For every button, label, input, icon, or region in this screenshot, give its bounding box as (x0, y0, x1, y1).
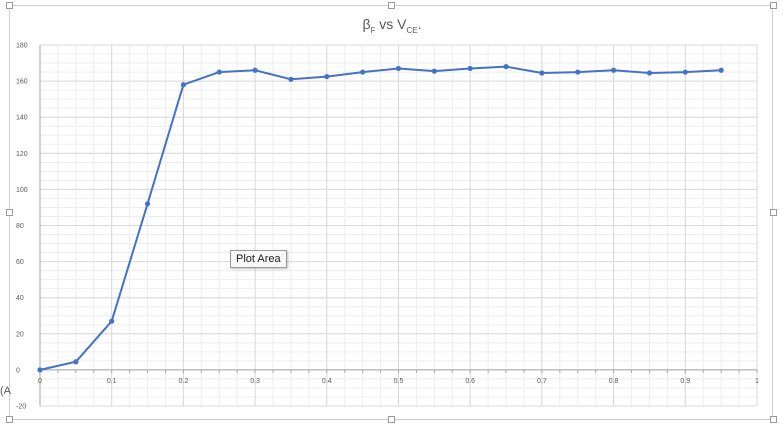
data-point (109, 318, 115, 324)
y-tick-label: 100 (16, 187, 28, 194)
resize-handle-top-left[interactable] (6, 2, 13, 9)
x-tick-label: 0.4 (322, 378, 332, 385)
data-point (252, 67, 258, 73)
x-tick-label: 0.3 (250, 378, 260, 385)
data-point (360, 69, 366, 75)
y-tick-label: 180 (16, 43, 28, 50)
data-point (144, 201, 151, 207)
y-tick-label: -20 (16, 404, 26, 411)
data-point (611, 67, 617, 73)
y-tick-label: 160 (16, 79, 28, 86)
edge-label: (A (0, 385, 11, 397)
title-vs-v: vs V (375, 16, 407, 32)
x-tick-label: 0.6 (465, 378, 475, 385)
plot-area-tooltip: Plot Area (230, 250, 287, 268)
data-point (431, 68, 437, 74)
chart-title[interactable]: βF vs VCE. (0, 16, 784, 35)
resize-handle-bottom-center[interactable] (388, 416, 395, 423)
resize-handle-middle-left[interactable] (6, 209, 13, 216)
resize-handle-middle-right[interactable] (770, 209, 777, 216)
data-point (467, 65, 473, 72)
series-line (39, 65, 722, 371)
data-point (395, 65, 402, 72)
data-point (73, 359, 79, 365)
x-tick-label: 0.2 (179, 378, 189, 385)
resize-handle-bottom-right[interactable] (770, 416, 777, 423)
y-tick-label: 140 (16, 115, 28, 122)
data-point (646, 70, 653, 76)
data-point (718, 67, 724, 73)
x-tick-label: 0.9 (680, 378, 690, 385)
resize-handle-top-right[interactable] (770, 2, 777, 9)
chart-frame[interactable] (9, 5, 773, 420)
x-tick-label: 1 (755, 378, 759, 385)
title-beta: β (362, 16, 371, 32)
data-point (324, 73, 330, 80)
y-tick-label: 40 (16, 295, 24, 302)
y-tick-label: 0 (16, 367, 20, 374)
title-sub-f: F (370, 25, 376, 35)
data-point (288, 76, 294, 82)
x-tick-label: 0 (38, 378, 42, 385)
y-tick-label: 120 (16, 151, 28, 158)
title-sub-ce: CE (406, 25, 418, 35)
data-point (503, 64, 509, 70)
data-point (216, 69, 222, 75)
resize-handle-bottom-left[interactable] (6, 416, 13, 423)
x-tick-label: 0.1 (107, 378, 117, 385)
y-tick-label: 20 (16, 331, 24, 338)
data-point (682, 69, 688, 75)
data-point (180, 82, 186, 88)
y-tick-label: 80 (16, 223, 24, 230)
data-point (539, 70, 545, 76)
x-tick-label: 0.7 (537, 378, 547, 385)
resize-handle-top-center[interactable] (388, 2, 395, 9)
data-point (37, 367, 43, 373)
title-dot: . (417, 16, 422, 32)
y-tick-label: 60 (16, 259, 24, 266)
x-tick-label: 0.5 (394, 378, 404, 385)
x-tick-label: 0.8 (609, 378, 619, 385)
data-point (575, 69, 581, 75)
